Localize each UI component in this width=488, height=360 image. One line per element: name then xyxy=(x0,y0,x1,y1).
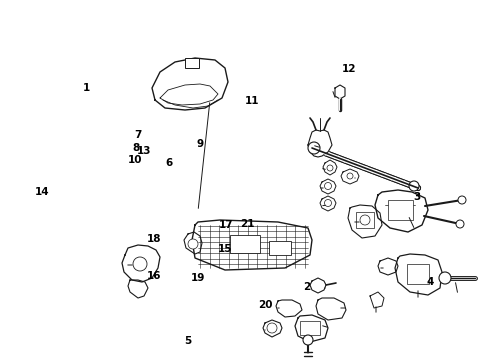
Text: 16: 16 xyxy=(146,271,161,281)
Text: 18: 18 xyxy=(146,234,161,244)
Text: 9: 9 xyxy=(196,139,203,149)
Text: 5: 5 xyxy=(184,336,191,346)
Polygon shape xyxy=(192,220,311,270)
Polygon shape xyxy=(128,280,148,298)
Bar xyxy=(184,58,199,68)
Text: 4: 4 xyxy=(426,277,433,287)
Circle shape xyxy=(457,196,465,204)
Circle shape xyxy=(303,335,312,345)
Text: 13: 13 xyxy=(137,145,151,156)
Text: 17: 17 xyxy=(219,220,233,230)
Circle shape xyxy=(455,220,463,228)
Bar xyxy=(229,235,260,253)
Circle shape xyxy=(438,272,450,284)
Text: 21: 21 xyxy=(239,219,254,229)
Text: 7: 7 xyxy=(134,130,142,140)
Text: 1: 1 xyxy=(83,83,90,93)
Circle shape xyxy=(359,215,369,225)
Text: 6: 6 xyxy=(164,158,172,168)
Polygon shape xyxy=(319,179,335,194)
Circle shape xyxy=(307,142,319,154)
Bar xyxy=(406,264,428,284)
Circle shape xyxy=(326,165,332,171)
Text: 15: 15 xyxy=(217,244,232,254)
Text: 12: 12 xyxy=(341,64,355,74)
Text: 3: 3 xyxy=(412,192,420,202)
Bar xyxy=(299,321,319,335)
Polygon shape xyxy=(122,245,160,282)
Polygon shape xyxy=(394,254,441,295)
Bar xyxy=(355,212,373,228)
Polygon shape xyxy=(340,169,358,184)
Text: 19: 19 xyxy=(190,273,204,283)
Polygon shape xyxy=(369,292,383,308)
Polygon shape xyxy=(334,85,345,99)
Polygon shape xyxy=(319,196,335,211)
Polygon shape xyxy=(152,58,227,110)
Circle shape xyxy=(346,173,352,179)
Polygon shape xyxy=(374,190,427,232)
Polygon shape xyxy=(377,258,397,275)
Bar xyxy=(386,200,412,220)
Polygon shape xyxy=(309,278,325,293)
Polygon shape xyxy=(275,300,302,317)
Polygon shape xyxy=(347,205,381,238)
Text: 10: 10 xyxy=(128,155,142,165)
Circle shape xyxy=(324,183,331,189)
Text: 20: 20 xyxy=(258,300,272,310)
Text: 2: 2 xyxy=(303,282,310,292)
Text: 8: 8 xyxy=(132,143,139,153)
Polygon shape xyxy=(307,130,331,157)
Circle shape xyxy=(187,239,198,249)
Circle shape xyxy=(133,257,147,271)
Bar xyxy=(268,241,290,255)
Polygon shape xyxy=(323,160,336,175)
Text: 14: 14 xyxy=(35,186,50,197)
Polygon shape xyxy=(263,320,282,337)
Circle shape xyxy=(266,323,276,333)
Polygon shape xyxy=(183,232,202,254)
Polygon shape xyxy=(294,315,327,342)
Text: 11: 11 xyxy=(244,96,259,106)
Polygon shape xyxy=(315,298,346,320)
Circle shape xyxy=(324,199,331,207)
Circle shape xyxy=(408,181,418,191)
